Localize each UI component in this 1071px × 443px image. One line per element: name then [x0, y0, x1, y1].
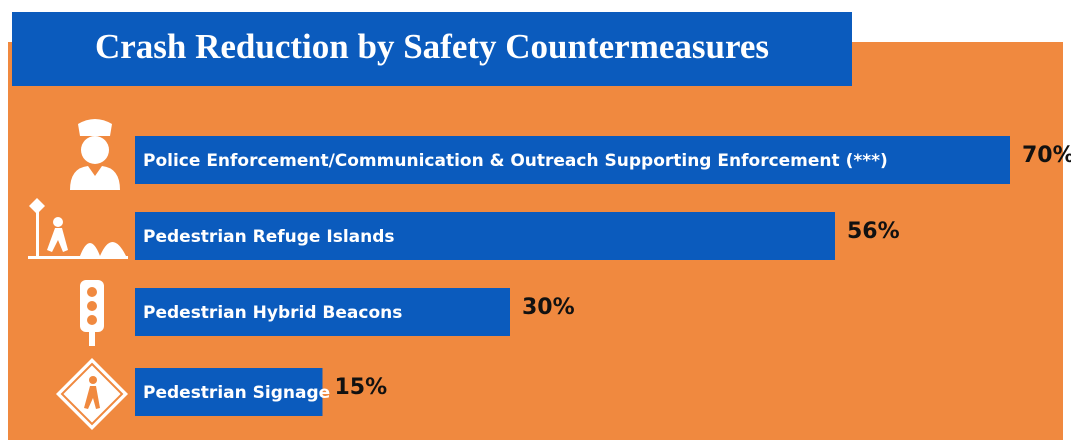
bar-label: Pedestrian Signage	[143, 383, 330, 403]
bar	[135, 288, 510, 336]
icon-police	[70, 119, 120, 190]
bar	[135, 212, 835, 260]
icon-beacon	[80, 280, 104, 346]
bar-label: Pedestrian Refuge Islands	[143, 227, 395, 247]
value-label: 56%	[847, 219, 900, 244]
icon-refuge	[28, 198, 128, 259]
bar	[135, 368, 323, 416]
value-label: 15%	[335, 375, 388, 400]
bar	[135, 136, 1010, 184]
value-label: 30%	[522, 295, 575, 320]
value-label: 70%	[1022, 143, 1071, 168]
chart-title: Crash Reduction by Safety Countermeasure…	[95, 27, 769, 66]
icon-signage	[56, 358, 128, 430]
bar-label: Pedestrian Hybrid Beacons	[143, 303, 402, 323]
title-box	[12, 12, 852, 86]
bar-label: Police Enforcement/Communication & Outre…	[143, 151, 888, 171]
